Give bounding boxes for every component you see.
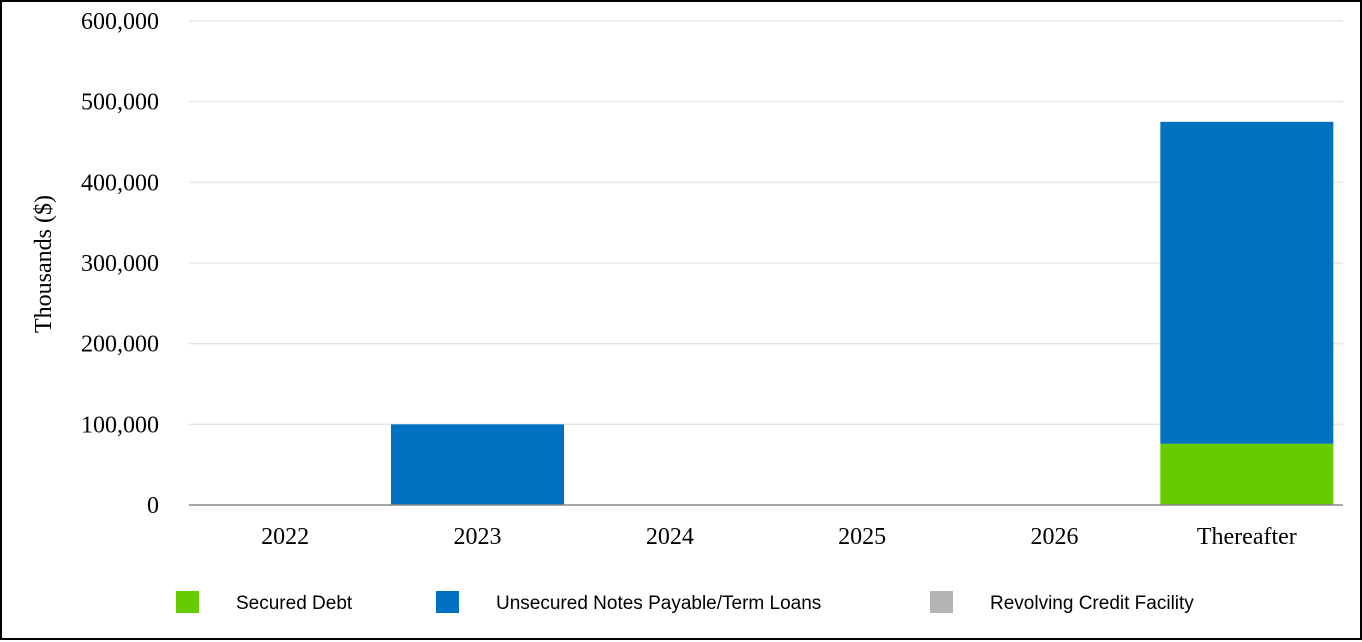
x-axis-ticks: 2022 2023 2024 2025 2026 Thereafter [261, 524, 1297, 550]
legend-item: Secured Debt [176, 591, 353, 614]
legend: Secured Debt Unsecured Notes Payable/Term… [176, 591, 1194, 614]
bar-segment [1160, 121, 1334, 444]
y-axis-ticks: 0 100,000 200,000 300,000 400,000 500,000 600,… [81, 9, 159, 519]
x-tick-label: 2026 [1031, 524, 1079, 550]
x-tick-label: 2023 [454, 524, 502, 550]
x-tick-label: Thereafter [1197, 524, 1297, 550]
bars [391, 121, 1334, 505]
legend-swatch [436, 591, 459, 613]
y-tick-label: 100,000 [81, 412, 159, 438]
y-axis-label: Thousands ($) [31, 195, 57, 333]
y-tick-label: 300,000 [81, 251, 159, 277]
gridlines [189, 20, 1343, 426]
legend-label: Secured Debt [236, 593, 353, 614]
x-tick-label: 2025 [838, 524, 886, 550]
bar-segment [391, 424, 564, 505]
y-tick-label: 500,000 [81, 90, 159, 116]
y-tick-label: 600,000 [81, 9, 159, 35]
bar-segment [1160, 443, 1334, 505]
y-tick-label: 200,000 [81, 332, 159, 358]
y-tick-label: 0 [147, 493, 159, 519]
legend-swatch [930, 591, 953, 613]
x-tick-label: 2022 [261, 524, 309, 550]
legend-label: Revolving Credit Facility [990, 593, 1194, 614]
x-tick-label: 2024 [646, 524, 694, 550]
legend-label: Unsecured Notes Payable/Term Loans [496, 593, 821, 614]
y-tick-label: 400,000 [81, 170, 159, 196]
legend-item: Unsecured Notes Payable/Term Loans [436, 591, 821, 614]
legend-item: Revolving Credit Facility [930, 591, 1194, 614]
legend-swatch [176, 591, 199, 613]
